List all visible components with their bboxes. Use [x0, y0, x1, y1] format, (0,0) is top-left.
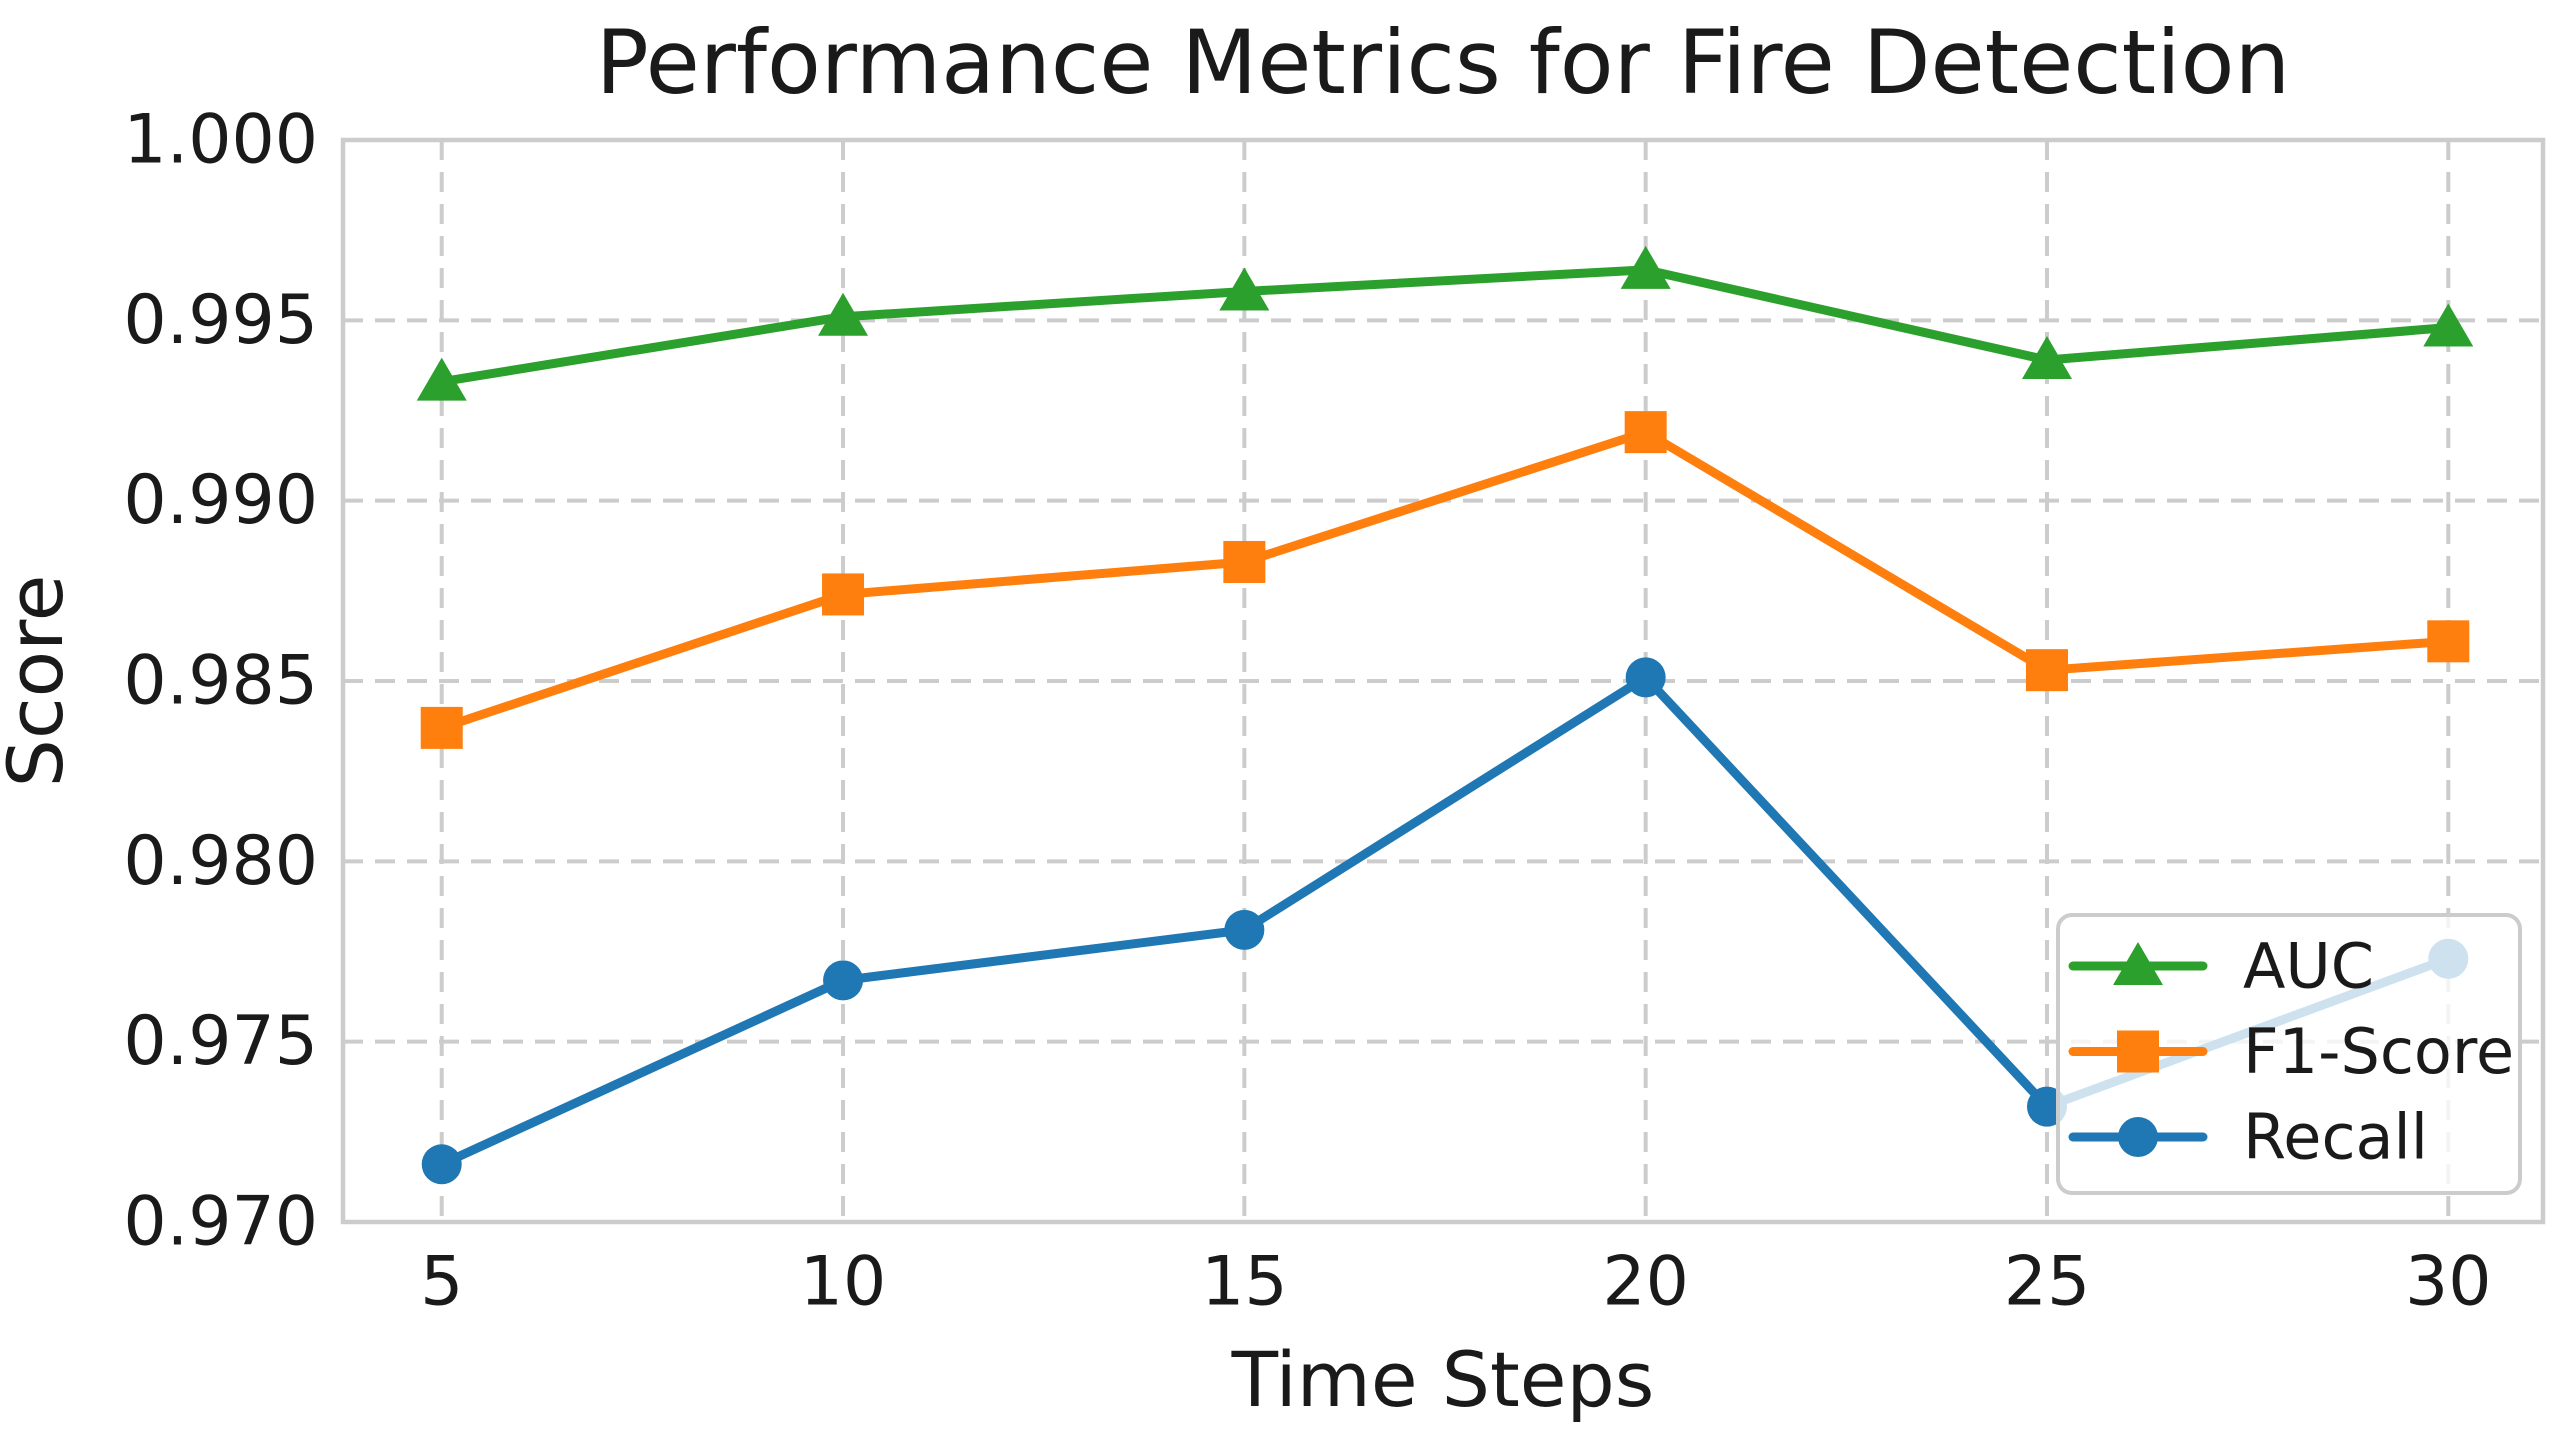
- x-tick-label-5: 5: [420, 1243, 463, 1322]
- y-tick-label-0.985: 0.985: [123, 642, 318, 721]
- auc-marker-10: [818, 292, 869, 336]
- axes-frame: [340, 137, 2546, 1225]
- series-layer: [416, 245, 2474, 1185]
- legend-triangle-icon: [2113, 942, 2163, 985]
- recall-marker-20: [1625, 657, 1666, 698]
- auc-marker-5: [416, 357, 467, 401]
- f1-score-line: [437, 427, 2453, 733]
- f1-score-marker-10: [822, 573, 865, 616]
- x-tick-label-15: 15: [1201, 1243, 1288, 1322]
- auc-marker-30: [2423, 303, 2474, 347]
- legend-label-f1-score: F1-Score: [2243, 1015, 2514, 1088]
- x-tick-label-10: 10: [800, 1243, 887, 1322]
- y-tick-label-0.980: 0.980: [123, 822, 318, 901]
- auc-marker-20: [1620, 245, 1671, 289]
- legend-square-icon: [2117, 1030, 2159, 1073]
- y-tick-label-1.000: 1.000: [123, 101, 318, 180]
- f1-score-marker-25: [2025, 649, 2068, 692]
- x-tick-label-20: 20: [1602, 1243, 1689, 1322]
- auc-marker-25: [2021, 336, 2072, 380]
- recall-marker-5: [421, 1144, 462, 1185]
- y-tick-label-0.975: 0.975: [123, 1002, 318, 1081]
- chart-title: Performance Metrics for Fire Detection: [596, 11, 2291, 114]
- tick-labels: 5 10 15 20 25 30 0.970 0.975 0.980 0.985 0.990 0.99…: [123, 101, 2491, 1322]
- legend-circle-icon: [2118, 1117, 2158, 1157]
- auc-marker-15: [1219, 267, 1270, 311]
- legend-item-f1-score: F1-Score: [2068, 1015, 2514, 1088]
- f1-score-marker-15: [1223, 540, 1266, 583]
- x-axis-label: Time Steps: [1231, 1335, 1655, 1424]
- y-axis-label: Score: [0, 575, 80, 788]
- recall-marker-10: [823, 960, 864, 1001]
- f1-score-marker-20: [1624, 411, 1667, 454]
- series-auc: [416, 245, 2474, 401]
- legend-item-recall: Recall: [2068, 1101, 2428, 1174]
- legend: AUC F1-Score Recall: [2056, 913, 2522, 1195]
- y-tick-label-0.990: 0.990: [123, 461, 318, 540]
- x-tick-label-25: 25: [2004, 1243, 2091, 1322]
- y-tick-label-0.995: 0.995: [123, 281, 318, 360]
- f1-score-marker-30: [2427, 620, 2470, 663]
- recall-marker-15: [1224, 909, 1265, 950]
- x-tick-label-30: 30: [2405, 1243, 2492, 1322]
- legend-label-recall: Recall: [2243, 1101, 2428, 1174]
- series-f1-score: [420, 411, 2470, 749]
- legend-box: [2056, 913, 2522, 1195]
- f1-score-marker-5: [420, 706, 463, 749]
- auc-line: [437, 265, 2453, 387]
- legend-item-auc: AUC: [2068, 930, 2374, 1003]
- y-tick-label-0.970: 0.970: [123, 1183, 318, 1262]
- legend-label-auc: AUC: [2243, 930, 2374, 1003]
